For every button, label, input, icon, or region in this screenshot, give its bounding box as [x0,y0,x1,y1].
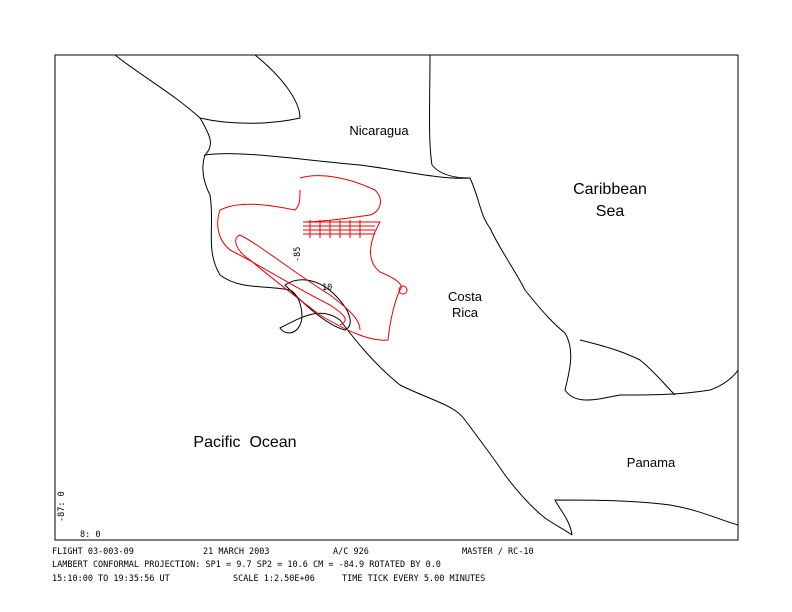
country-label: Rica [452,305,479,320]
track-knot [398,285,408,295]
footer: FLIGHT 03-003-09 21 MARCH 2003 A/C 926 M… [52,547,534,584]
panama-coast [554,332,739,536]
country-label: Nicaragua [349,123,409,138]
track-hatch [303,220,375,238]
grid-dot [55,293,56,294]
footer-text: 21 MARCH 2003 [203,547,270,557]
grid-contour [284,279,351,331]
footer-text: MASTER / RC-10 [462,547,534,557]
footer-text: FLIGHT 03-003-09 [52,547,134,557]
grid-dot [55,183,56,184]
grid-dots [55,183,56,411]
footer-text: TIME TICK EVERY 5.00 MINUTES [342,574,485,584]
nicaragua-coast [199,117,471,179]
coastlines [114,54,739,536]
footer-text: LAMBERT CONFORMAL PROJECTION: SP1 = 9.7 … [52,560,441,570]
lake-nicaragua [114,54,301,124]
footer-text: A/C 926 [333,547,369,557]
lat-line-label: 10 [322,283,332,293]
caribbean-coast [429,54,566,334]
footer-text: SCALE 1:2.50E+06 [233,574,315,584]
pacific-coast [202,154,573,536]
sea-label: Sea [596,203,625,220]
grid-dot [55,410,56,411]
lat-lon-outline [284,279,351,331]
sea-label: Caribbean [573,181,647,198]
ocean-label: Pacific Ocean [193,434,296,451]
footer-text: 15:10:00 TO 19:35:56 UT [52,574,170,584]
country-label: Panama [627,455,676,470]
left-lon-label: -87: 0 [57,491,67,522]
map-frame [54,54,739,541]
lon-line-label: -85 [293,247,303,262]
track-loop-west [217,189,346,326]
bottom-lat-label: 8: 0 [80,530,100,540]
country-label: Costa [448,289,483,304]
track-loop-north [235,175,402,341]
flight-track [217,175,408,341]
